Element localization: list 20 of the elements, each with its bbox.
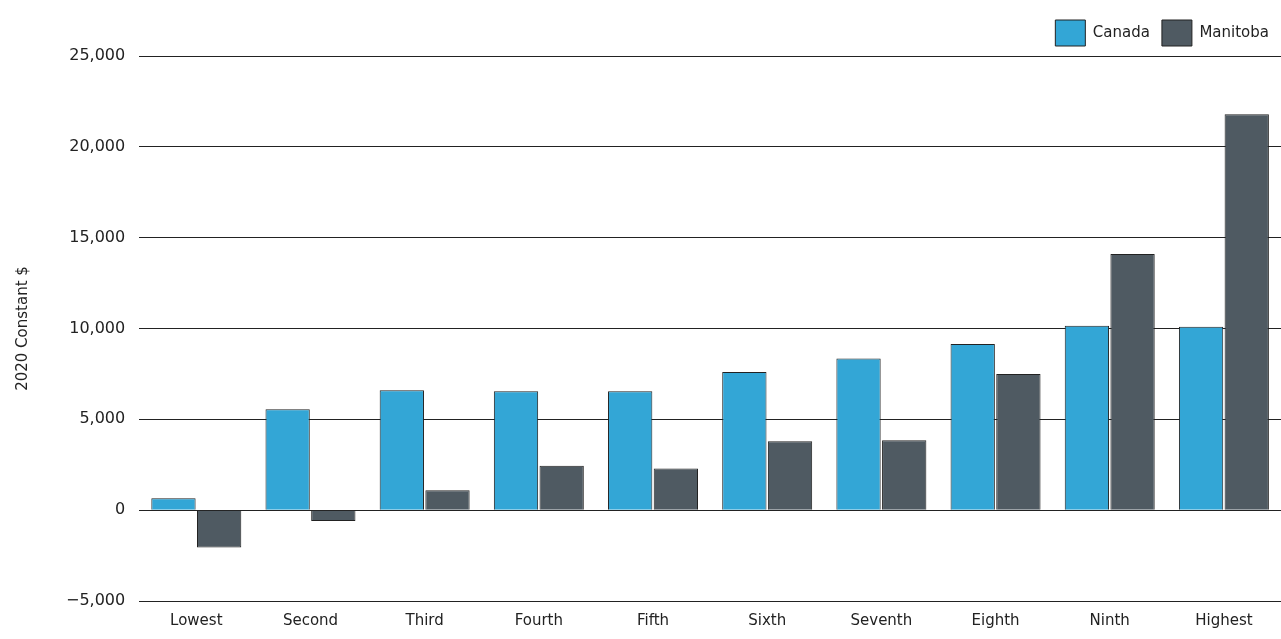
x-tick-label: Fourth bbox=[514, 610, 564, 629]
x-tick-label: Ninth bbox=[1089, 610, 1130, 629]
y-tick-label: −5,000 bbox=[65, 590, 126, 610]
x-tick-label: Seventh bbox=[850, 610, 913, 629]
y-tick-label: 15,000 bbox=[69, 226, 126, 246]
x-tick-label: Second bbox=[282, 610, 339, 629]
x-tick-label: Fifth bbox=[636, 610, 670, 629]
x-tick-label: Highest bbox=[1195, 610, 1253, 629]
y-tick-label: 10,000 bbox=[69, 317, 126, 337]
x-tick-label: Eighth bbox=[971, 610, 1020, 629]
y-tick-label: 0 bbox=[115, 499, 126, 519]
y-tick-label: 5,000 bbox=[79, 408, 126, 428]
legend-label: Canada bbox=[1092, 22, 1150, 41]
y-axis-title: 2020 Constant $ bbox=[12, 266, 31, 391]
y-tick-label: 25,000 bbox=[69, 45, 126, 65]
legend-label: Manitoba bbox=[1199, 22, 1270, 41]
x-tick-label: Third bbox=[404, 610, 444, 629]
y-tick-label: 20,000 bbox=[69, 135, 126, 155]
x-tick-label: Lowest bbox=[170, 610, 223, 629]
x-tick-label: Sixth bbox=[748, 610, 787, 629]
